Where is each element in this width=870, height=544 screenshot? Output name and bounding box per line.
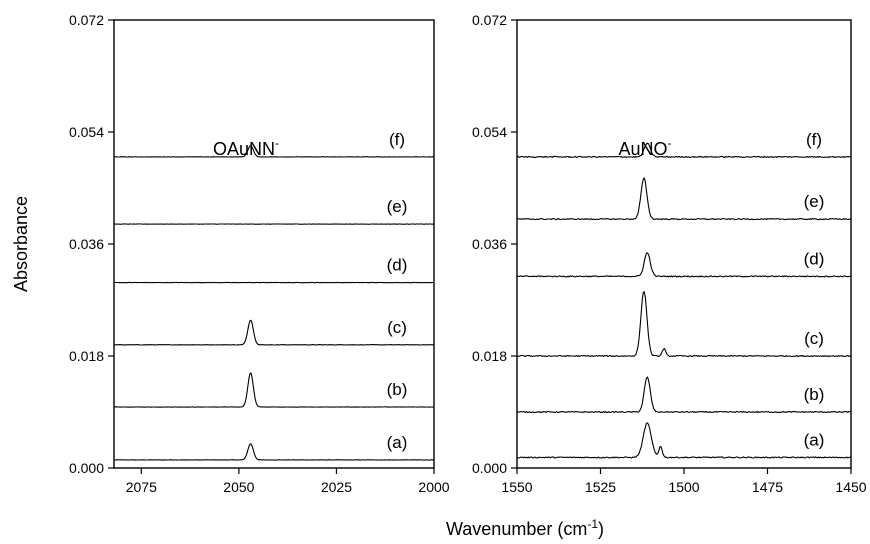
spectrum-trace <box>516 291 852 358</box>
plot-frame <box>113 19 435 469</box>
spectrum-trace <box>114 145 435 158</box>
trace-label: (a) <box>804 430 825 449</box>
trace-label: (f) <box>806 130 822 149</box>
trace-label: (c) <box>387 318 407 337</box>
y-tick-label: 0.018 <box>69 348 104 364</box>
trace-label: (d) <box>804 249 825 268</box>
y-tick-label: 0.000 <box>472 460 507 476</box>
trace-label: (a) <box>387 433 408 452</box>
x-tick-label: 2075 <box>126 479 157 495</box>
trace-label: (e) <box>804 192 825 211</box>
plot-frame <box>516 19 852 469</box>
y-tick-label: 0.054 <box>472 124 507 140</box>
y-tick-label: 0.054 <box>69 124 104 140</box>
spectrum-trace <box>114 372 435 408</box>
spectrum-trace <box>516 142 852 158</box>
x-tick-label: 1550 <box>501 479 532 495</box>
panel-2: 1550 1525 1500 1475 1450 0.000 0.018 0.036 0.054… <box>472 12 867 495</box>
trace-label: (d) <box>387 256 408 275</box>
panel-1: 2075 2050 2025 2000 0.000 0.018 0.036 0.054 0.07… <box>69 12 450 495</box>
spectrum-trace <box>113 443 435 461</box>
species-label-sup: - <box>275 136 279 150</box>
spectrum-trace <box>516 376 852 414</box>
spectrum-trace <box>516 422 852 459</box>
spectrum-trace <box>113 319 434 346</box>
y-tick-label: 0.072 <box>69 12 104 28</box>
x-tick-label: 2000 <box>418 479 449 495</box>
trace-label: (e) <box>387 197 408 216</box>
y-tick-label: 0.072 <box>472 12 507 28</box>
x-tick-label: 1475 <box>752 479 783 495</box>
species-label-sup: - <box>668 136 672 150</box>
x-tick-label: 1450 <box>835 479 866 495</box>
y-tick-label: 0.036 <box>472 236 507 252</box>
panels: 2075 2050 2025 2000 0.000 0.018 0.036 0.054 0.07… <box>69 12 867 495</box>
trace-label: (b) <box>387 380 408 399</box>
y-tick-label: 0.018 <box>472 348 507 364</box>
x-tick-label: 1525 <box>585 479 616 495</box>
x-axis-label-end: ) <box>598 519 604 539</box>
trace-label: (f) <box>389 130 405 149</box>
x-tick-label: 2025 <box>321 479 352 495</box>
species-label-main: OAuNN <box>213 139 275 159</box>
species-label: OAuNN- <box>213 136 279 159</box>
y-axis-label: Absorbance <box>11 196 31 292</box>
x-axis-label-sup: -1 <box>587 517 598 531</box>
trace-label: (b) <box>804 385 825 404</box>
trace-label: (c) <box>804 329 824 348</box>
species-label-main: AuNO <box>618 139 667 159</box>
spectrum-trace <box>516 177 852 221</box>
x-axis-label-main: Wavenumber (cm <box>446 519 587 539</box>
spectrum-trace <box>516 252 852 278</box>
x-tick-label: 1500 <box>668 479 699 495</box>
y-tick-label: 0.036 <box>69 236 104 252</box>
y-tick-label: 0.000 <box>69 460 104 476</box>
species-label: AuNO- <box>618 136 671 159</box>
x-tick-label: 2050 <box>223 479 254 495</box>
x-axis-label: Wavenumber (cm-1) <box>446 517 604 539</box>
